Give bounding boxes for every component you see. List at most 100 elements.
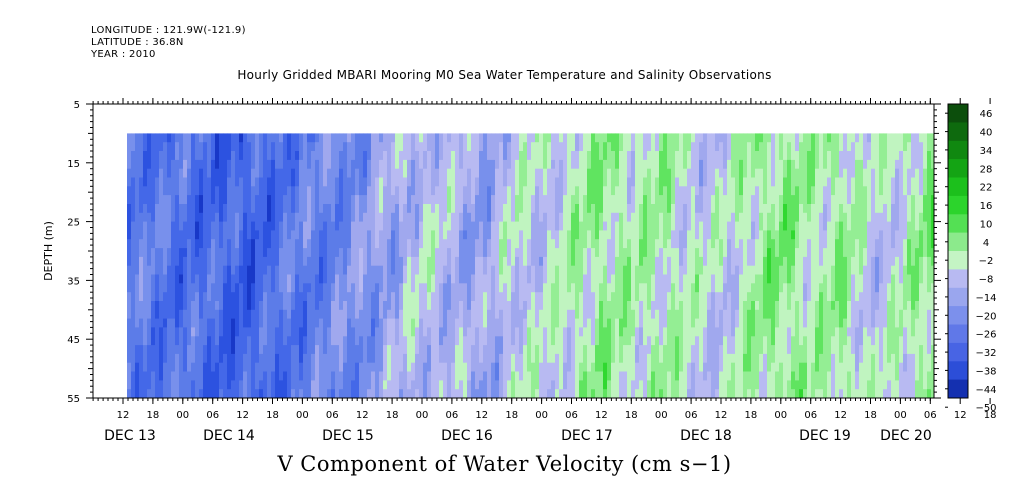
heatmap-cell bbox=[735, 389, 740, 398]
heatmap-cell bbox=[483, 142, 488, 152]
heatmap-cell bbox=[559, 301, 564, 311]
heatmap-cell bbox=[299, 292, 304, 302]
heatmap-cell bbox=[171, 353, 176, 364]
heatmap-cell bbox=[739, 151, 744, 161]
heatmap-cell bbox=[215, 168, 220, 178]
heatmap-cell bbox=[511, 239, 516, 249]
heatmap-cell bbox=[315, 353, 320, 364]
heatmap-cell bbox=[583, 230, 588, 240]
heatmap-cell bbox=[483, 248, 488, 258]
heatmap-cell bbox=[635, 345, 640, 355]
heatmap-cell bbox=[167, 292, 172, 302]
heatmap-cell bbox=[187, 159, 192, 170]
heatmap-cell bbox=[395, 362, 400, 372]
heatmap-cell bbox=[203, 248, 208, 258]
heatmap-cell bbox=[407, 327, 412, 337]
heatmap-cell bbox=[383, 177, 388, 187]
heatmap-cell bbox=[743, 274, 748, 284]
heatmap-cell bbox=[551, 345, 556, 355]
heatmap-cell bbox=[487, 353, 492, 364]
heatmap-cell bbox=[411, 204, 416, 214]
heatmap-cell bbox=[343, 221, 348, 231]
heatmap-cell bbox=[431, 353, 436, 364]
heatmap-cell bbox=[455, 345, 460, 355]
heatmap-cell bbox=[339, 371, 344, 381]
heatmap-cell bbox=[751, 265, 756, 275]
heatmap-cell bbox=[627, 221, 632, 231]
heatmap-cell bbox=[207, 371, 212, 381]
heatmap-cell bbox=[551, 336, 556, 346]
heatmap-cell bbox=[743, 336, 748, 346]
heatmap-cell bbox=[263, 248, 268, 258]
heatmap-cell bbox=[759, 177, 764, 187]
heatmap-cell bbox=[619, 389, 624, 398]
heatmap-cell bbox=[299, 195, 304, 205]
heatmap-cell bbox=[203, 230, 208, 240]
heatmap-cell bbox=[439, 168, 444, 178]
heatmap-cell bbox=[623, 292, 628, 302]
heatmap-cell bbox=[327, 168, 332, 178]
heatmap-cell bbox=[223, 186, 228, 196]
heatmap-cell bbox=[615, 177, 620, 187]
heatmap-cell bbox=[247, 265, 252, 275]
heatmap-cell bbox=[203, 133, 208, 143]
heatmap-cell bbox=[523, 301, 528, 311]
heatmap-cell bbox=[579, 159, 584, 170]
heatmap-cell bbox=[431, 212, 436, 223]
heatmap-cell bbox=[335, 327, 340, 337]
heatmap-cell bbox=[735, 309, 740, 320]
heatmap-cell bbox=[739, 256, 744, 267]
heatmap-cell bbox=[347, 353, 352, 364]
heatmap-cell bbox=[451, 248, 456, 258]
heatmap-cell bbox=[723, 133, 728, 143]
heatmap-cell bbox=[187, 221, 192, 231]
heatmap-cell bbox=[131, 309, 136, 320]
heatmap-cell bbox=[379, 159, 384, 170]
heatmap-cell bbox=[715, 177, 720, 187]
heatmap-cell bbox=[135, 274, 140, 284]
heatmap-cell bbox=[279, 283, 284, 293]
heatmap-cell bbox=[607, 265, 612, 275]
heatmap-cell bbox=[667, 362, 672, 372]
heatmap-cell bbox=[739, 142, 744, 152]
heatmap-cell bbox=[467, 248, 472, 258]
heatmap-cell bbox=[639, 151, 644, 161]
heatmap-cell bbox=[623, 345, 628, 355]
heatmap-cell bbox=[323, 177, 328, 187]
heatmap-cell bbox=[623, 186, 628, 196]
heatmap-cell bbox=[483, 380, 488, 390]
heatmap-cell bbox=[615, 265, 620, 275]
heatmap-cell bbox=[147, 327, 152, 337]
heatmap-cell bbox=[763, 186, 768, 196]
heatmap-cell bbox=[367, 292, 372, 302]
heatmap-cell bbox=[607, 221, 612, 231]
heatmap-cell bbox=[667, 309, 672, 320]
heatmap-cell bbox=[631, 327, 636, 337]
heatmap-cell bbox=[147, 265, 152, 275]
heatmap-cell bbox=[475, 239, 480, 249]
heatmap-cell bbox=[651, 168, 656, 178]
heatmap-cell bbox=[671, 362, 676, 372]
heatmap-cell bbox=[535, 353, 540, 364]
heatmap-cell bbox=[575, 283, 580, 293]
heatmap-cell bbox=[419, 283, 424, 293]
heatmap-cell bbox=[515, 177, 520, 187]
heatmap-cell bbox=[507, 195, 512, 205]
heatmap-cell bbox=[135, 177, 140, 187]
heatmap-cell bbox=[723, 212, 728, 223]
heatmap-cell bbox=[763, 204, 768, 214]
heatmap-cell bbox=[543, 265, 548, 275]
heatmap-cell bbox=[235, 336, 240, 346]
heatmap-cell bbox=[583, 389, 588, 398]
heatmap-cell bbox=[259, 151, 264, 161]
heatmap-cell bbox=[563, 274, 568, 284]
heatmap-cell bbox=[307, 248, 312, 258]
heatmap-cell bbox=[187, 204, 192, 214]
heatmap-cell bbox=[415, 151, 420, 161]
heatmap-cell bbox=[695, 256, 700, 267]
heatmap-cell bbox=[335, 159, 340, 170]
heatmap-cell bbox=[595, 142, 600, 152]
heatmap-cell bbox=[247, 389, 252, 398]
heatmap-cell bbox=[199, 318, 204, 328]
heatmap-cell bbox=[191, 230, 196, 240]
